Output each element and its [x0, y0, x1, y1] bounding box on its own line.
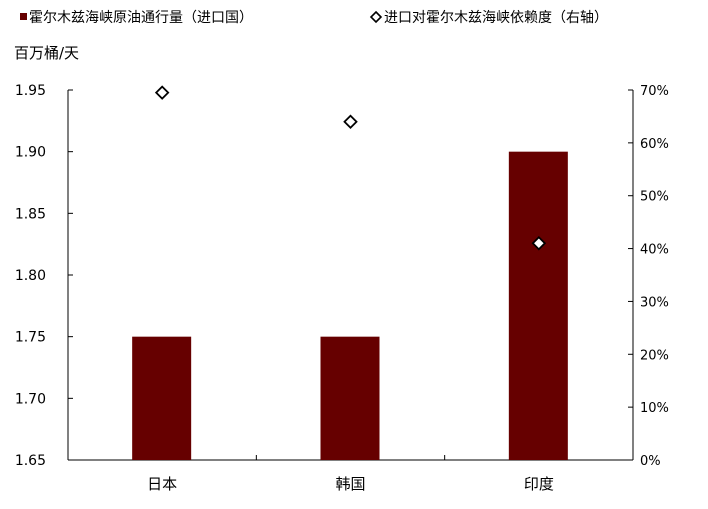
y2-tick-label: 10% — [640, 401, 669, 416]
legend-bar-label: 霍尔木兹海峡原油通行量（进口国） — [29, 10, 253, 26]
x-tick-label: 韩国 — [335, 475, 365, 493]
legend-diamond-swatch — [369, 10, 383, 24]
y-tick-label: 1.70 — [15, 391, 46, 407]
y-tick-label: 1.80 — [15, 268, 46, 284]
legend-bar-swatch — [20, 13, 27, 20]
y2-tick-label: 70% — [640, 84, 669, 99]
bar — [132, 336, 192, 460]
y2-tick-label: 30% — [640, 295, 669, 310]
y-tick-label: 1.85 — [15, 206, 46, 222]
diamond-point — [343, 114, 358, 129]
y-tick-label: 1.95 — [15, 83, 46, 99]
y-tick-label: 1.65 — [15, 453, 46, 469]
y2-tick-label: 60% — [640, 137, 669, 152]
y2-tick-label: 0% — [640, 454, 661, 469]
y2-tick-label: 50% — [640, 190, 669, 205]
y2-tick-label: 40% — [640, 243, 669, 258]
diamond-point — [531, 236, 547, 251]
y-tick-label: 1.75 — [15, 330, 46, 346]
bar — [508, 151, 568, 460]
diamond-point — [154, 85, 170, 100]
y-tick-label: 1.90 — [15, 145, 46, 161]
y-axis-label: 百万桶/天 — [14, 44, 79, 62]
x-tick-label: 日本 — [147, 475, 177, 493]
y2-tick-label: 20% — [640, 348, 669, 363]
x-tick-label: 印度 — [524, 475, 554, 493]
legend-diamond-label: 进口对霍尔木兹海峡依赖度（右轴） — [384, 10, 608, 26]
bar — [320, 336, 380, 460]
